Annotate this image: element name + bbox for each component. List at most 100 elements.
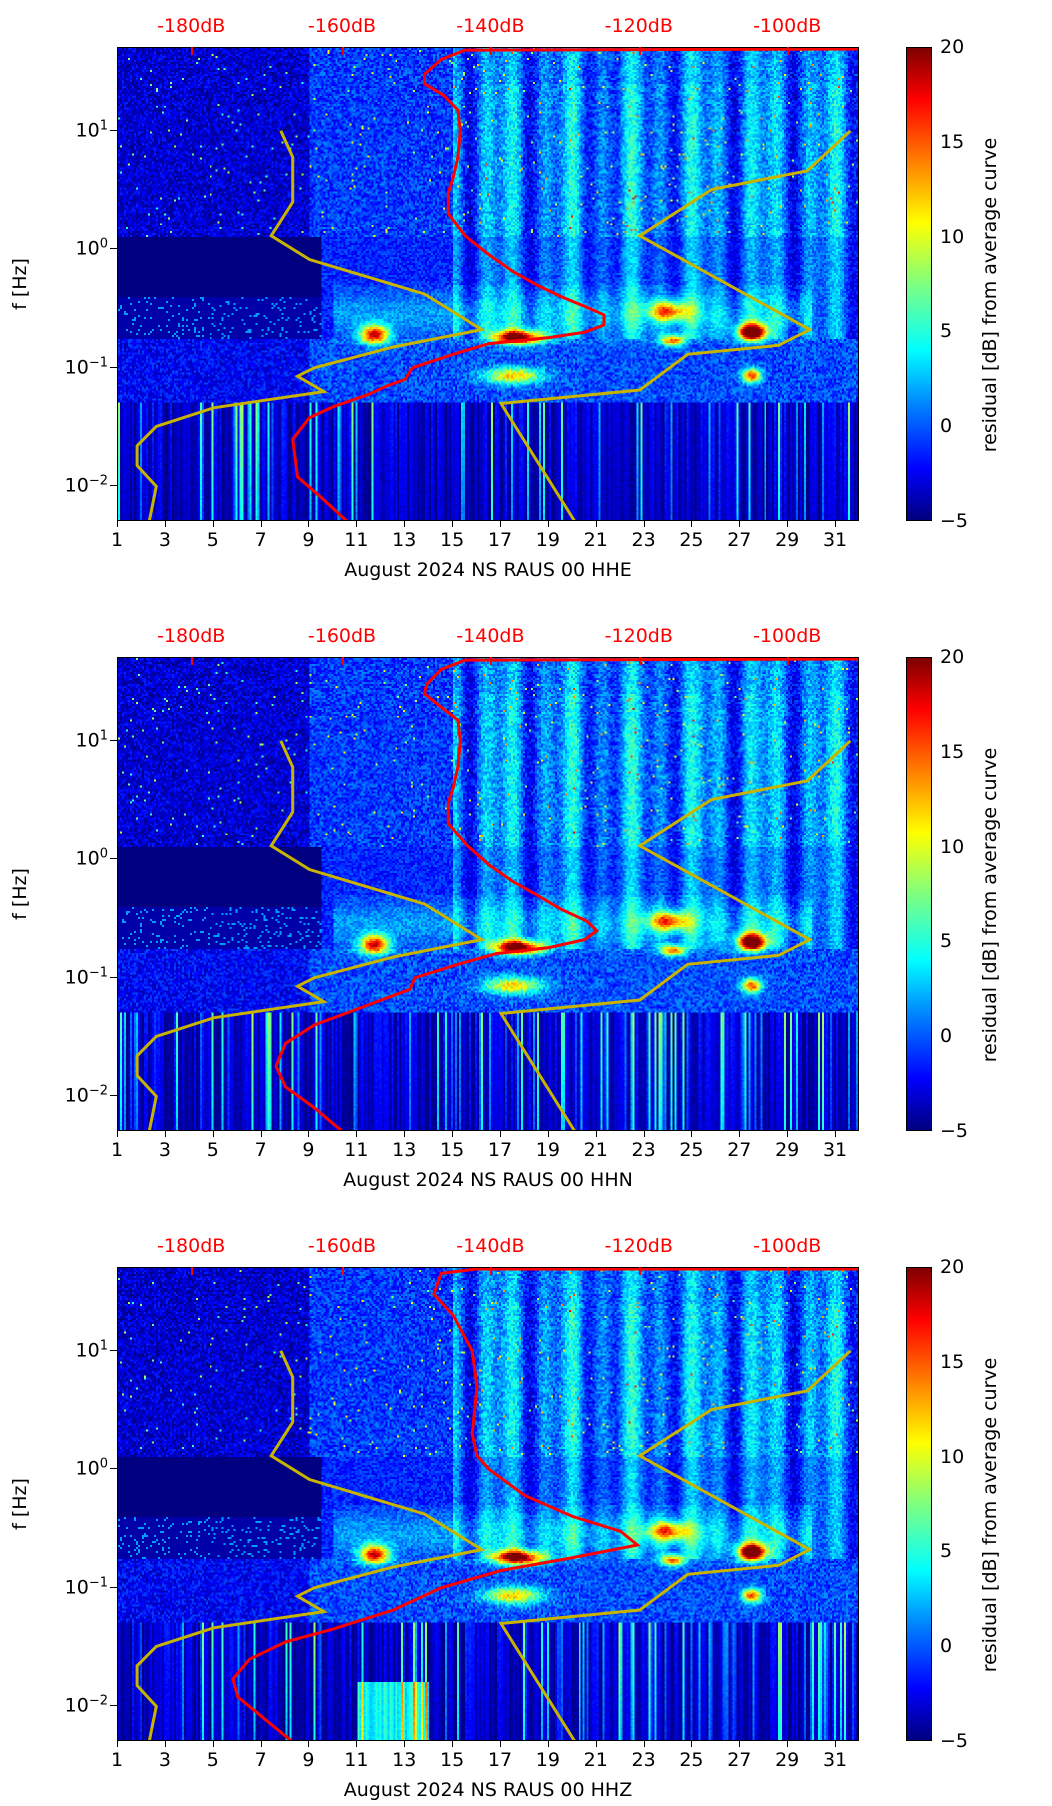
colorbar <box>906 1267 932 1741</box>
x-tick-mark <box>308 1741 310 1747</box>
curve-overlay <box>135 48 858 520</box>
top-axis-tick-mark <box>638 657 641 665</box>
y-tick-label: 101 <box>76 728 108 751</box>
mean-psd-line <box>274 658 858 1130</box>
x-tick-label: 21 <box>583 529 608 551</box>
y-tick-base: 10 <box>64 1576 89 1599</box>
top-axis-tick-label: -120dB <box>604 1235 673 1257</box>
x-axis-label: August 2024 NS RAUS 00 HHZ <box>343 1779 633 1801</box>
y-tick-mark <box>110 1349 117 1351</box>
x-tick-label: 27 <box>727 529 752 551</box>
y-tick-label: 10−2 <box>65 1694 108 1717</box>
x-tick-label: 3 <box>158 529 171 551</box>
plot-area <box>117 657 859 1131</box>
spectrogram-panel-1: -180dB -160dB -140dB -120dB -100dB 1 3 5 7 9 11 13 1… <box>9 15 1001 581</box>
y-tick-exponent: −2 <box>88 1083 108 1099</box>
top-axis-tick-label: -160dB <box>307 15 377 37</box>
y-tick-exponent: 1 <box>99 728 108 744</box>
x-tick-label: 13 <box>392 1749 417 1771</box>
x-tick-mark <box>164 521 166 527</box>
top-axis-tick-label: -140dB <box>456 1235 525 1257</box>
curve-overlay <box>135 1268 858 1740</box>
colorbar <box>906 657 932 1131</box>
x-tick-label: 9 <box>302 1139 315 1161</box>
x-tick-mark <box>308 1131 310 1137</box>
x-tick-mark <box>356 521 358 527</box>
x-tick-mark <box>212 1131 214 1137</box>
y-tick-mark <box>110 1586 117 1588</box>
y-tick-exponent: −2 <box>88 473 108 489</box>
x-tick-label: 23 <box>631 1139 656 1161</box>
x-tick-mark <box>404 521 406 527</box>
x-tick-label: 13 <box>392 529 417 551</box>
top-axis-tick-mark <box>191 657 194 665</box>
y-tick-label: 101 <box>76 1338 108 1361</box>
top-axis-tick-mark <box>638 47 641 55</box>
x-tick-mark <box>595 1131 597 1137</box>
x-tick-mark <box>787 1741 789 1747</box>
y-tick-mark <box>110 1705 117 1707</box>
spectrogram-panel-3: -180dB -160dB -140dB -120dB -100dB 1 3 5 7 9 11 13 1… <box>9 1235 1001 1801</box>
y-tick-base: 10 <box>75 729 100 752</box>
x-tick-label: 29 <box>775 1749 800 1771</box>
y-tick-mark <box>110 485 117 487</box>
colorbar-tick-label: 10 <box>940 835 965 858</box>
x-tick-mark <box>308 521 310 527</box>
x-tick-mark <box>835 1741 837 1747</box>
x-tick-label: 5 <box>206 1749 219 1771</box>
colorbar-tick-label: 5 <box>940 320 953 343</box>
colorbar-tick-label: −5 <box>940 510 969 532</box>
y-tick-exponent: 0 <box>99 1456 108 1472</box>
x-tick-label: 1 <box>110 1749 124 1771</box>
x-tick-label: 31 <box>822 1139 848 1161</box>
x-tick-mark <box>356 1131 358 1137</box>
colorbar-tick-label: 10 <box>940 1445 965 1468</box>
x-axis-label: August 2024 NS RAUS 00 HHN <box>343 1169 633 1191</box>
y-tick-mark <box>110 976 117 978</box>
y-tick-mark <box>110 1468 117 1470</box>
x-tick-label: 15 <box>440 1139 465 1161</box>
y-tick-base: 10 <box>75 1339 100 1362</box>
top-axis-tick-label: -100dB <box>753 15 822 37</box>
x-tick-label: 5 <box>206 529 219 551</box>
top-axis-tick-label: -180dB <box>157 1235 226 1257</box>
x-tick-label: 7 <box>254 1139 267 1161</box>
y-tick-mark <box>110 1095 117 1097</box>
top-axis-tick-mark <box>341 47 344 55</box>
x-tick-label: 27 <box>727 1139 752 1161</box>
colorbar-tick-label: −5 <box>940 1730 969 1752</box>
top-axis-tick-mark <box>191 47 194 55</box>
x-tick-mark <box>691 1131 693 1137</box>
top-axis-tick-mark <box>787 1267 790 1275</box>
mean-psd-line <box>231 1268 858 1740</box>
colorbar-tick-label: 15 <box>940 1350 965 1373</box>
x-tick-label: 29 <box>775 529 800 551</box>
top-axis-tick-label: -160dB <box>307 1235 377 1257</box>
y-tick-label: 10−1 <box>65 355 108 378</box>
x-tick-mark <box>787 521 789 527</box>
x-tick-mark <box>787 1131 789 1137</box>
colorbar-tick-label: −5 <box>940 1120 969 1142</box>
top-axis-tick-label: -180dB <box>157 625 226 647</box>
x-tick-label: 25 <box>679 1139 704 1161</box>
x-tick-mark <box>260 1131 262 1137</box>
y-tick-label: 100 <box>76 237 108 260</box>
y-tick-label: 10−1 <box>65 965 108 988</box>
y-tick-label: 10−2 <box>65 1084 108 1107</box>
y-tick-exponent: 1 <box>99 118 108 134</box>
top-axis-tick-mark <box>490 47 493 55</box>
top-axis-tick-mark <box>490 1267 493 1275</box>
y-tick-base: 10 <box>64 1084 89 1107</box>
x-tick-mark <box>117 1131 118 1137</box>
top-axis-tick-mark <box>787 657 790 665</box>
x-tick-mark <box>212 521 214 527</box>
y-tick-base: 10 <box>75 237 100 260</box>
x-tick-label: 15 <box>440 1749 465 1771</box>
x-tick-mark <box>117 1741 118 1747</box>
x-tick-label: 25 <box>679 1749 704 1771</box>
spectrogram-heatmap <box>118 1268 858 1740</box>
x-tick-mark <box>452 521 454 527</box>
x-tick-mark <box>547 1741 549 1747</box>
x-tick-mark <box>739 521 741 527</box>
noise-model-high-line <box>498 739 852 1130</box>
